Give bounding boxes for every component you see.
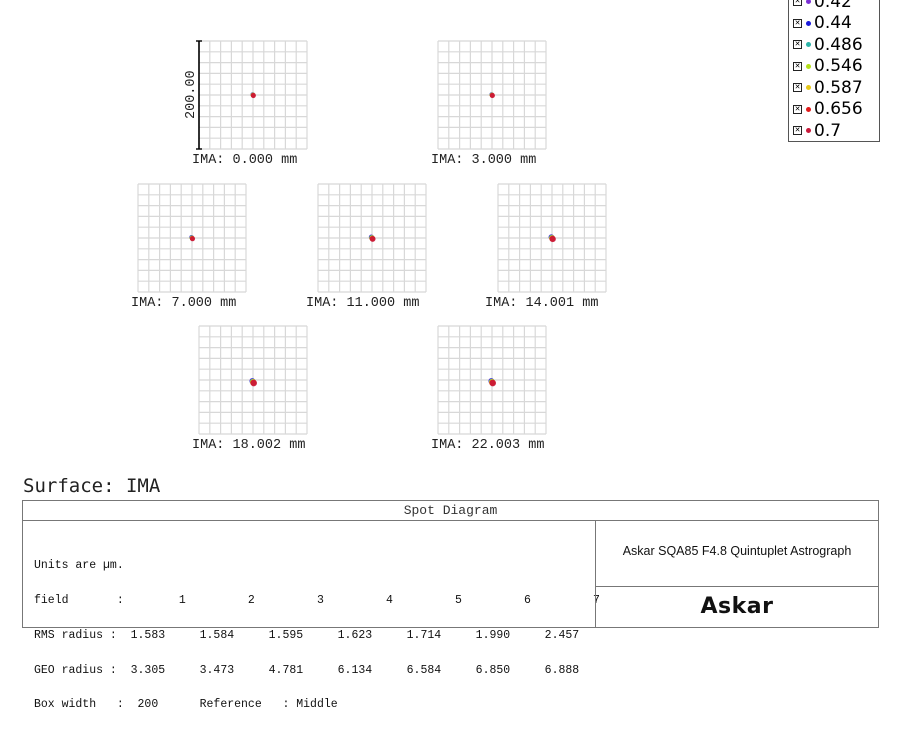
legend-marker xyxy=(806,42,811,48)
legend-item: ✕ 0.42 xyxy=(793,0,879,13)
panel-body: Units are µm. field : 1 2 3 4 5 6 7 RMS … xyxy=(23,521,878,710)
field-label: IMA: 22.003 mm xyxy=(431,438,544,453)
legend-item: ✕ 0.7 xyxy=(793,120,879,142)
spot-box: IMA: 0.000 mm xyxy=(192,40,308,168)
checkbox-icon[interactable]: ✕ xyxy=(793,104,802,114)
spot-point xyxy=(250,379,257,387)
scale-bar-label: 200.00 xyxy=(184,70,199,119)
legend: ✕ 0.42 ✕ 0.44 ✕ 0.486 ✕ 0.546 ✕ 0.587 ✕ 0.656 ✕ 0.7 xyxy=(788,0,880,142)
info-line-field: field : 1 2 3 4 5 6 7 xyxy=(34,593,600,607)
spot-point xyxy=(489,379,496,387)
spot-box: IMA: 14.001 mm xyxy=(485,183,607,311)
field-label: IMA: 7.000 mm xyxy=(131,296,236,311)
askar-logo: Askar xyxy=(700,594,774,619)
spot-box: IMA: 22.003 mm xyxy=(431,325,547,453)
spot-point xyxy=(549,235,556,243)
field-label: IMA: 11.000 mm xyxy=(306,296,419,311)
legend-marker xyxy=(806,106,811,112)
legend-label: 0.42 xyxy=(814,0,852,12)
legend-label: 0.486 xyxy=(814,34,863,55)
legend-item: ✕ 0.486 xyxy=(793,34,879,56)
surface-title: Surface: IMA xyxy=(23,475,161,497)
info-line-geo: GEO radius : 3.305 3.473 4.781 6.134 6.5… xyxy=(34,663,580,677)
info-line-box: Box width : 200 Reference : Middle xyxy=(34,698,338,712)
field-label: IMA: 0.000 mm xyxy=(192,153,297,168)
spot-point xyxy=(369,236,376,242)
system-title: Askar SQA85 F4.8 Quintuplet Astrograph xyxy=(622,544,852,558)
spot-box: IMA: 7.000 mm xyxy=(131,183,247,311)
checkbox-icon[interactable]: ✕ xyxy=(793,18,802,28)
legend-item: ✕ 0.44 xyxy=(793,13,879,35)
spot-point xyxy=(489,93,495,99)
checkbox-icon[interactable]: ✕ xyxy=(793,0,802,7)
checkbox-icon[interactable]: ✕ xyxy=(793,61,802,71)
scale-bar: 200.00 xyxy=(184,40,202,150)
legend-marker xyxy=(806,20,811,26)
legend-label: 0.587 xyxy=(814,77,863,98)
legend-label: 0.546 xyxy=(814,56,863,77)
info-panel: Spot Diagram Units are µm. field : 1 2 3… xyxy=(22,500,879,710)
legend-label: 0.44 xyxy=(814,13,852,34)
field-label: IMA: 3.000 mm xyxy=(431,153,536,168)
spot-point xyxy=(250,93,256,99)
spot-box: IMA: 11.000 mm xyxy=(306,183,427,311)
spot-box: IMA: 18.002 mm xyxy=(192,325,308,453)
panel-divider-horizontal xyxy=(595,586,878,587)
legend-marker xyxy=(806,63,811,69)
info-line-units: Units are µm. xyxy=(34,559,124,573)
info-text: Units are µm. field : 1 2 3 4 5 6 7 RMS … xyxy=(34,537,600,734)
checkbox-icon[interactable]: ✕ xyxy=(793,83,802,93)
spot-point xyxy=(189,236,196,242)
field-label: IMA: 18.002 mm xyxy=(192,438,305,453)
legend-marker xyxy=(806,0,811,5)
field-label: IMA: 14.001 mm xyxy=(485,296,598,311)
legend-item: ✕ 0.656 xyxy=(793,99,879,121)
legend-marker xyxy=(806,85,811,91)
legend-label: 0.656 xyxy=(814,99,863,120)
checkbox-icon[interactable]: ✕ xyxy=(793,126,802,136)
legend-item: ✕ 0.587 xyxy=(793,77,879,99)
info-line-rms: RMS radius : 1.583 1.584 1.595 1.623 1.7… xyxy=(34,628,580,642)
panel-divider-vertical xyxy=(595,521,596,627)
spot-diagram-plot: IMA: 0.000 mm IMA: 3.000 mm IMA: 7.000 mm I… xyxy=(131,40,607,453)
legend-item: ✕ 0.546 xyxy=(793,56,879,78)
legend-marker xyxy=(806,128,811,134)
panel-title: Spot Diagram xyxy=(23,501,878,521)
spot-box: IMA: 3.000 mm xyxy=(431,40,547,168)
checkbox-icon[interactable]: ✕ xyxy=(793,40,802,50)
legend-label: 0.7 xyxy=(814,120,842,141)
